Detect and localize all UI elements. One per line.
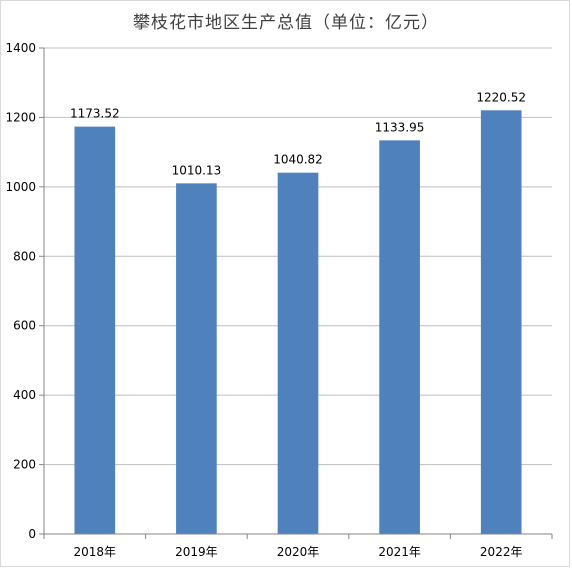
y-axis-ticks: 0 200 400 600 800 1000 1200 1400 [5, 41, 44, 541]
x-tick-label: 2020年 [277, 545, 320, 559]
data-label: 1133.95 [375, 120, 425, 134]
bars [74, 110, 522, 535]
y-tick-label: 1000 [5, 180, 36, 194]
y-tick-label: 400 [13, 388, 36, 402]
y-tick-label: 600 [13, 319, 36, 333]
bar [379, 140, 420, 534]
data-label: 1040.82 [273, 153, 323, 167]
data-label: 1220.52 [476, 90, 526, 104]
bar [480, 110, 522, 534]
data-labels: 1173.52 1010.13 1040.82 1133.95 1220.52 [70, 90, 526, 177]
x-tick-label: 2019年 [175, 545, 218, 559]
y-tick-label: 0 [28, 527, 36, 541]
data-label: 1010.13 [172, 163, 222, 177]
y-tick-label: 1200 [5, 110, 36, 124]
data-label: 1173.52 [70, 107, 120, 121]
x-tick-label: 2018年 [74, 545, 117, 559]
bar [277, 172, 319, 534]
y-tick-label: 1400 [5, 41, 36, 55]
x-tick-label: 2022年 [480, 545, 523, 559]
axes [43, 48, 552, 535]
y-tick-label: 200 [13, 458, 36, 472]
bar [74, 126, 116, 534]
y-tick-label: 800 [13, 249, 36, 263]
x-tick-label: 2021年 [378, 545, 421, 559]
chart-title: 攀枝花市地区生产总值（单位：亿元） [133, 13, 439, 33]
x-axis-ticks: 2018年 2019年 2020年 2021年 2022年 [43, 534, 553, 559]
bar [176, 183, 217, 535]
